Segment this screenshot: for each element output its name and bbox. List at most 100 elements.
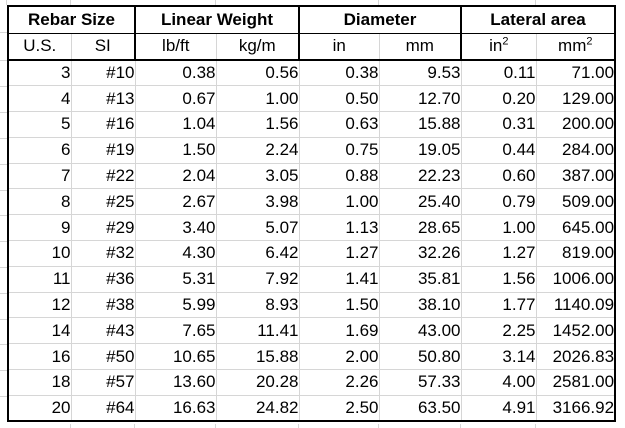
cell-r9-kg-m[interactable]: 7.92 (215, 265, 300, 293)
cell-r1-lb-ft[interactable]: 0.38 (134, 59, 217, 87)
cell-r4-kg-m[interactable]: 2.24 (215, 136, 300, 164)
cell-r4-in[interactable]: 0.75 (298, 136, 380, 164)
cell-r10-mm2[interactable]: 1140.09 (535, 291, 616, 319)
cell-r11-si[interactable]: #43 (70, 317, 136, 345)
cell-r12-in2[interactable]: 3.14 (460, 343, 537, 371)
col-header-in2[interactable]: in2 (460, 32, 537, 61)
col-header-mm2[interactable]: mm2 (535, 32, 616, 61)
cell-r10-mm[interactable]: 38.10 (378, 291, 462, 319)
cell-r6-si[interactable]: #25 (70, 188, 136, 216)
col-header-si[interactable]: SI (70, 32, 136, 61)
cell-r5-mm2[interactable]: 387.00 (535, 162, 616, 190)
cell-r10-kg-m[interactable]: 8.93 (215, 291, 300, 319)
cell-r14-mm2[interactable]: 3166.92 (535, 394, 616, 422)
cell-r3-us[interactable]: 5 (7, 111, 72, 138)
cell-r11-in2[interactable]: 2.25 (460, 317, 537, 345)
cell-r9-lb-ft[interactable]: 5.31 (134, 265, 217, 293)
col-header-lb-ft[interactable]: lb/ft (134, 32, 217, 61)
cell-r14-lb-ft[interactable]: 16.63 (134, 394, 217, 422)
cell-r1-mm2[interactable]: 71.00 (535, 59, 616, 87)
cell-r12-kg-m[interactable]: 15.88 (215, 343, 300, 371)
cell-r2-in2[interactable]: 0.20 (460, 85, 537, 113)
cell-r5-mm[interactable]: 22.23 (378, 162, 462, 190)
cell-r2-si[interactable]: #13 (70, 85, 136, 113)
cell-r8-kg-m[interactable]: 6.42 (215, 240, 300, 267)
cell-r12-mm2[interactable]: 2026.83 (535, 343, 616, 371)
cell-r7-lb-ft[interactable]: 3.40 (134, 214, 217, 242)
cell-r4-si[interactable]: #19 (70, 136, 136, 164)
cell-r6-mm[interactable]: 25.40 (378, 188, 462, 216)
cell-r6-kg-m[interactable]: 3.98 (215, 188, 300, 216)
cell-r14-in2[interactable]: 4.91 (460, 394, 537, 422)
col-header-us[interactable]: U.S. (7, 32, 72, 61)
cell-r14-us[interactable]: 20 (7, 394, 72, 422)
cell-r11-in[interactable]: 1.69 (298, 317, 380, 345)
col-header-kg-m[interactable]: kg/m (215, 32, 300, 61)
cell-r8-in2[interactable]: 1.27 (460, 240, 537, 267)
cell-r7-si[interactable]: #29 (70, 214, 136, 242)
cell-r3-lb-ft[interactable]: 1.04 (134, 111, 217, 138)
cell-r3-kg-m[interactable]: 1.56 (215, 111, 300, 138)
cell-r11-us[interactable]: 14 (7, 317, 72, 345)
cell-r7-in[interactable]: 1.13 (298, 214, 380, 242)
cell-r7-mm2[interactable]: 645.00 (535, 214, 616, 242)
cell-r8-in[interactable]: 1.27 (298, 240, 380, 267)
cell-r13-in[interactable]: 2.26 (298, 369, 380, 396)
cell-r4-mm2[interactable]: 284.00 (535, 136, 616, 164)
cell-r2-kg-m[interactable]: 1.00 (215, 85, 300, 113)
cell-r12-mm[interactable]: 50.80 (378, 343, 462, 371)
cell-r7-in2[interactable]: 1.00 (460, 214, 537, 242)
cell-r12-si[interactable]: #50 (70, 343, 136, 371)
cell-r4-mm[interactable]: 19.05 (378, 136, 462, 164)
cell-r4-us[interactable]: 6 (7, 136, 72, 164)
cell-r9-us[interactable]: 11 (7, 265, 72, 293)
cell-r3-mm2[interactable]: 200.00 (535, 111, 616, 138)
cell-r14-in[interactable]: 2.50 (298, 394, 380, 422)
cell-r7-kg-m[interactable]: 5.07 (215, 214, 300, 242)
col-header-mm[interactable]: mm (378, 32, 462, 61)
cell-r13-in2[interactable]: 4.00 (460, 369, 537, 396)
cell-r10-lb-ft[interactable]: 5.99 (134, 291, 217, 319)
cell-r13-mm[interactable]: 57.33 (378, 369, 462, 396)
cell-r7-mm[interactable]: 28.65 (378, 214, 462, 242)
cell-r1-kg-m[interactable]: 0.56 (215, 59, 300, 87)
cell-r3-mm[interactable]: 15.88 (378, 111, 462, 138)
cell-r1-si[interactable]: #10 (70, 59, 136, 87)
cell-r1-in[interactable]: 0.38 (298, 59, 380, 87)
cell-r5-in[interactable]: 0.88 (298, 162, 380, 190)
cell-r2-mm2[interactable]: 129.00 (535, 85, 616, 113)
cell-r12-in[interactable]: 2.00 (298, 343, 380, 371)
cell-r9-in2[interactable]: 1.56 (460, 265, 537, 293)
cell-r2-us[interactable]: 4 (7, 85, 72, 113)
cell-r5-si[interactable]: #22 (70, 162, 136, 190)
cell-r3-in[interactable]: 0.63 (298, 111, 380, 138)
cell-r11-kg-m[interactable]: 11.41 (215, 317, 300, 345)
cell-r3-in2[interactable]: 0.31 (460, 111, 537, 138)
group-header-diameter[interactable]: Diameter (297, 5, 463, 34)
cell-r6-us[interactable]: 8 (7, 188, 72, 216)
cell-r3-si[interactable]: #16 (70, 111, 136, 138)
cell-r14-si[interactable]: #64 (70, 394, 136, 422)
cell-r9-in[interactable]: 1.41 (298, 265, 380, 293)
cell-r12-us[interactable]: 16 (7, 343, 72, 371)
cell-r7-us[interactable]: 9 (7, 214, 72, 242)
cell-r5-in2[interactable]: 0.60 (460, 162, 537, 190)
cell-r1-mm[interactable]: 9.53 (378, 59, 462, 87)
cell-r2-mm[interactable]: 12.70 (378, 85, 462, 113)
cell-r5-kg-m[interactable]: 3.05 (215, 162, 300, 190)
cell-r5-lb-ft[interactable]: 2.04 (134, 162, 217, 190)
cell-r9-mm[interactable]: 35.81 (378, 265, 462, 293)
cell-r11-mm2[interactable]: 1452.00 (535, 317, 616, 345)
cell-r1-us[interactable]: 3 (7, 59, 72, 87)
cell-r10-us[interactable]: 12 (7, 291, 72, 319)
cell-r6-in[interactable]: 1.00 (298, 188, 380, 216)
cell-r4-in2[interactable]: 0.44 (460, 136, 537, 164)
cell-r2-in[interactable]: 0.50 (298, 85, 380, 113)
cell-r14-mm[interactable]: 63.50 (378, 394, 462, 422)
cell-r11-lb-ft[interactable]: 7.65 (134, 317, 217, 345)
cell-r8-lb-ft[interactable]: 4.30 (134, 240, 217, 267)
cell-r1-in2[interactable]: 0.11 (460, 59, 537, 87)
cell-r8-mm[interactable]: 32.26 (378, 240, 462, 267)
cell-r10-si[interactable]: #38 (70, 291, 136, 319)
col-header-in[interactable]: in (298, 32, 380, 61)
